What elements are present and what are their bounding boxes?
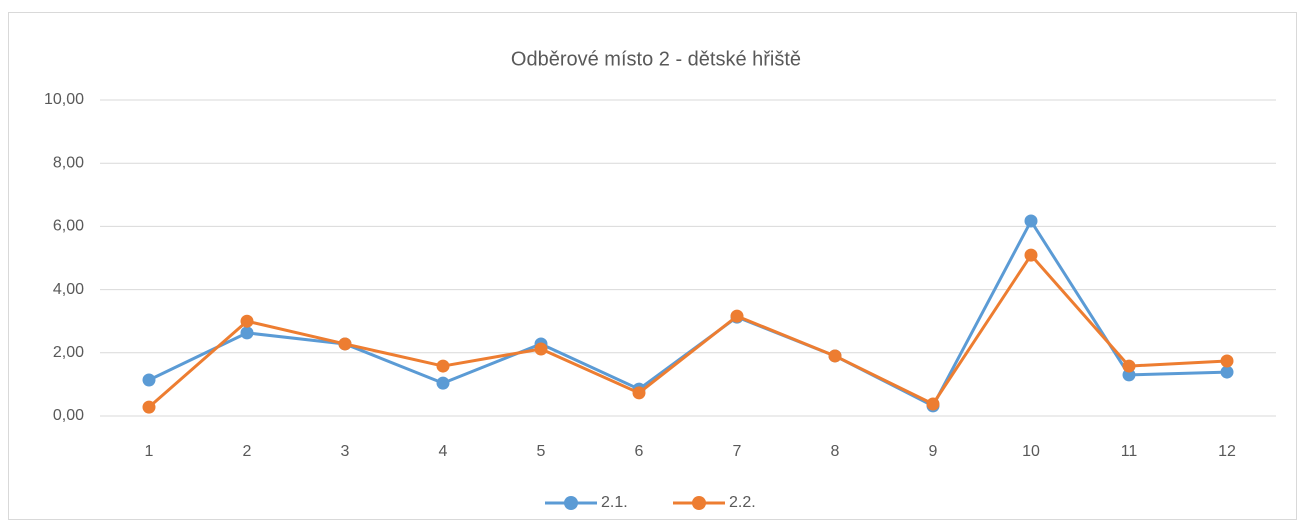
x-tick-label: 11 bbox=[1121, 443, 1138, 460]
y-tick-label: 0,00 bbox=[53, 407, 84, 424]
point bbox=[1122, 359, 1136, 373]
x-tick-label: 2 bbox=[243, 443, 252, 460]
point bbox=[436, 376, 450, 390]
point bbox=[534, 342, 548, 356]
y-tick-label: 2,00 bbox=[53, 344, 84, 361]
point bbox=[632, 386, 646, 400]
y-tick-label: 10,00 bbox=[44, 91, 84, 108]
y-tick-label: 8,00 bbox=[53, 154, 84, 171]
series-line bbox=[148, 253, 1228, 409]
x-tick-label: 1 bbox=[145, 443, 154, 460]
chart-title: Odběrové místo 2 - dětské hřiště bbox=[511, 48, 801, 70]
point bbox=[436, 359, 450, 373]
x-tick-label: 4 bbox=[439, 443, 448, 460]
legend-label: 2.1. bbox=[601, 494, 628, 511]
point bbox=[1024, 214, 1038, 228]
point bbox=[828, 349, 842, 363]
x-tick-label: 12 bbox=[1218, 443, 1236, 460]
point bbox=[142, 400, 156, 414]
point bbox=[240, 326, 254, 340]
point bbox=[1220, 365, 1234, 379]
point bbox=[240, 314, 254, 328]
point bbox=[1220, 354, 1234, 368]
y-tick-label: 6,00 bbox=[53, 218, 84, 235]
point bbox=[730, 309, 744, 323]
x-tick-label: 5 bbox=[537, 443, 546, 460]
x-tick-label: 7 bbox=[733, 443, 742, 460]
x-tick-label: 9 bbox=[929, 443, 938, 460]
point bbox=[926, 397, 940, 411]
x-tick-label: 10 bbox=[1022, 443, 1040, 460]
x-tick-label: 6 bbox=[635, 443, 644, 460]
legend-label: 2.2. bbox=[729, 494, 756, 511]
legend-marker bbox=[692, 496, 706, 510]
chart-frame bbox=[8, 12, 1297, 520]
point bbox=[1024, 248, 1038, 262]
point bbox=[142, 373, 156, 387]
y-tick-label: 4,00 bbox=[53, 281, 84, 298]
point bbox=[338, 337, 352, 351]
legend-marker bbox=[564, 496, 578, 510]
x-tick-label: 3 bbox=[341, 443, 350, 460]
x-tick-label: 8 bbox=[831, 443, 840, 460]
